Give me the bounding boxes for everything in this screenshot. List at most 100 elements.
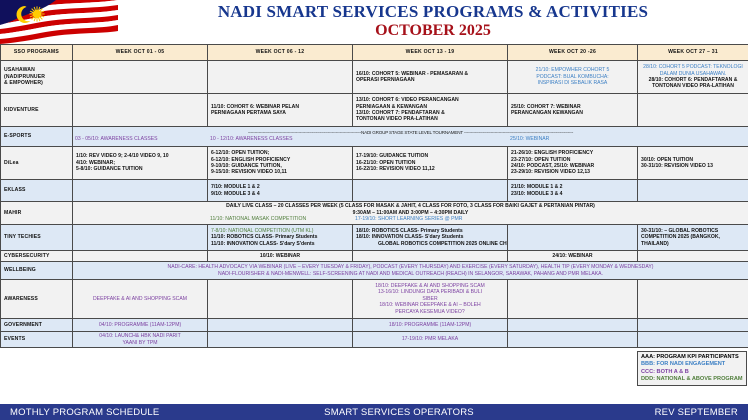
- row-label-line: EVENTS: [4, 336, 26, 343]
- schedule-cell: [637, 93, 748, 127]
- cell-line: 30-31/10: REVISION VIDEO 13: [641, 163, 713, 169]
- column-header-5: WEEK OCT 27 – 31: [637, 44, 748, 61]
- cell-line: 30-31/10: – GLOBAL ROBOTICS: [641, 227, 719, 234]
- table-row: EVENTS 04/10: LAUNCH& HBK NADI PARIT YAANI…: [0, 331, 748, 348]
- cell-line: 04/10: PROGRAMME (11AM-12PM): [98, 321, 182, 328]
- schedule-cell: 04/10: PROGRAMME (11AM-12PM): [72, 318, 208, 332]
- footer-left-label: MOTHLY PROGRAM SCHEDULE: [10, 406, 160, 418]
- cell-line: DEEPFAKE & AI AND SHOPPING SCAM: [93, 295, 187, 302]
- schedule-cell: 21/10: EMPOWHER COHORT 5 PODCAST: BUAL KO…: [507, 60, 638, 94]
- row-label-mahir: MAHIR: [0, 201, 73, 225]
- schedule-cell: [637, 179, 748, 202]
- column-header-1: WEEK OCT 01 - 05: [72, 44, 208, 61]
- cell-line: ----------------------------------------…: [247, 129, 574, 135]
- schedule-cell: [637, 331, 748, 348]
- schedule-cell: 17-19/10: PMR MELAKA: [352, 331, 508, 348]
- cell-line: 16-21/10: OPEN TUITION: [356, 159, 416, 166]
- schedule-cell: DEEPFAKE & AI AND SHOPPING SCAM: [72, 279, 208, 319]
- cell-line: 18/10: WEBINAR DEEPFAKE & AI – BOLEH: [379, 302, 481, 309]
- schedule-cell: [72, 93, 208, 127]
- cell-line: 10/10: WEBINAR: [259, 252, 301, 259]
- cell-line: 18/10: INNOVATION CLASS- S'dary Students: [356, 234, 464, 241]
- cell-line: 7-8/10: NATIONAL COMPETITION (UTM KL): [211, 227, 314, 234]
- table-row: USAHAWAN (NADIPRUNUER & EMPOWHER) 16/10: CO…: [0, 60, 748, 94]
- schedule-table: SSO PROGRAMS WEEK OCT 01 - 05 WEEK OCT 06 …: [0, 44, 748, 348]
- schedule-cell: [352, 179, 508, 202]
- row-label-eklass: EKLASS: [0, 179, 73, 202]
- row-label-events: EVENTS: [0, 331, 73, 348]
- cell-line: 11/10: ROBOTICS CLASS- Primary Students: [211, 234, 318, 241]
- schedule-cell: 21/10: MODULE 1 & 2 23/10: MODULE 3 & 4: [507, 179, 638, 202]
- table-row: WELLBEING NADI-CARE: HEALTH ADVOCACY VIA …: [0, 261, 748, 280]
- column-header-2: WEEK OCT 06 - 12: [207, 44, 353, 61]
- table-row: DiLea 1/10: REV VIDEO 9; 2-4/10 VIDEO 9, …: [0, 146, 748, 180]
- cell-line: 24/10: PODCAST, 25/10: WEBINAR: [511, 163, 595, 169]
- header-titles: NADI SMART SERVICES PROGRAMS & ACTIVITIE…: [118, 0, 748, 40]
- schedule-cell: 7-8/10: NATIONAL COMPETITION (UTM KL) 11/…: [207, 224, 353, 251]
- table-row: GOVERNMENT 04/10: PROGRAMME (11AM-12PM) 18…: [0, 318, 748, 332]
- cell-line: 18/10: DEEPFAKE & AI AND SHOPPING SCAM: [375, 282, 485, 289]
- schedule-cell: 25/10: COHORT 7: WEBINAR PERANCANGAN KEWA…: [507, 93, 638, 127]
- row-label-line: CYBERSECURITY: [4, 252, 50, 259]
- column-header-4: WEEK OCT 20 -26: [507, 44, 638, 61]
- cell-line: PERNIAGAAN PERTAMA SAYA: [211, 110, 286, 116]
- schedule-cell: [352, 250, 508, 262]
- cell-line: 23-27/10: OPEN TUITION: [511, 156, 571, 163]
- row-label-tiny-techies: TINY TECHIES: [0, 224, 73, 251]
- merged-cell: ----------------------------------------…: [72, 126, 748, 147]
- row-label-line: E-SPORTS: [4, 133, 32, 140]
- table-row: EKLASS 7/10: MODULE 1 & 2 9/10: MODULE 3 &…: [0, 179, 748, 202]
- page-subtitle: OCTOBER 2025: [375, 22, 491, 39]
- legend-item-3: DDD: NATIONAL & ABOVE PROGRAM: [641, 375, 743, 382]
- row-label-government: GOVERNMENT: [0, 318, 73, 332]
- cell-line: 23-29/10: REVISION VIDEO 12,13: [511, 169, 590, 176]
- cell-line: 13-16/10: LINDUNGI DATA PERIBADI & BULI: [378, 289, 482, 296]
- cell-line: SIBER: [422, 295, 438, 302]
- cell-line: PERCAYA KESEMUA VIDEO?: [395, 308, 465, 315]
- schedule-cell: 04/10: LAUNCH& HBK NADI PARIT YAANI BY TP…: [72, 331, 208, 348]
- schedule-cell: 10/10: WEBINAR: [207, 250, 353, 262]
- row-label-line: DiLea: [4, 159, 19, 166]
- schedule-cell: 24/10: WEBINAR: [507, 250, 638, 262]
- cell-line: 28/10: COHORT 5 PODCAST: TEKNOLOGI: [643, 64, 743, 71]
- cell-line: 9-10/10: GUIDANCE TUITION,: [211, 163, 282, 169]
- table-row: TINY TECHIES 7-8/10: NATIONAL COMPETITION…: [0, 224, 748, 251]
- table-row: KIDVENTURE 11/10: COHORT 6: WEBINAR PELAN…: [0, 93, 748, 127]
- table-row: AWARENESS DEEPFAKE & AI AND SHOPPING SCAM…: [0, 279, 748, 319]
- cell-line: DAILY LIVE CLASS – 20 CLASSES PER WEEK (…: [226, 203, 595, 210]
- schedule-cell: 18/10: PROGRAMME (11AM-12PM): [352, 318, 508, 332]
- schedule-cell: [207, 318, 353, 332]
- schedule-cell: 28/10: COHORT 5 PODCAST: TEKNOLOGI DALAM …: [637, 60, 748, 94]
- schedule-cell: [637, 318, 748, 332]
- merged-cell: NADI-CARE: HEALTH ADVOCACY VIA WEBINAR (…: [72, 261, 748, 280]
- schedule-cell: 18/10: ROBOTICS CLASS- Primary Students 1…: [352, 224, 508, 251]
- schedule-cell: [637, 279, 748, 319]
- cell-line: OPERASI PERNIAGAAN: [356, 77, 415, 83]
- cell-line: 04/10: LAUNCH& HBK NADI PARIT: [99, 333, 181, 340]
- schedule-cell: 30-31/10: – GLOBAL ROBOTICS COMPETITION 2…: [637, 224, 748, 251]
- schedule-cell: 7/10: MODULE 1 & 2 9/10: MODULE 3 & 4: [207, 179, 353, 202]
- cell-line: 21/10: MODULE 1 & 2: [511, 184, 563, 191]
- schedule-cell: 1/10: REV VIDEO 9; 2-4/10 VIDEO 9, 10 4/1…: [72, 146, 208, 180]
- schedule-cell: 17-19/10: GUIDANCE TUITION 16-21/10: OPEN…: [352, 146, 508, 180]
- row-label-kidventure: KIDVENTURE: [0, 93, 73, 127]
- row-label-line: MAHIR: [4, 209, 22, 216]
- cell-line: 13/10: COHORT 6: VIDEO PERANCANGAN: [356, 97, 459, 104]
- schedule-cell: 13/10: COHORT 6: VIDEO PERANCANGAN PERNIA…: [352, 93, 508, 127]
- schedule-cell: [207, 279, 353, 319]
- row-label-dilea: DiLea: [0, 146, 73, 180]
- cell-line: 6-12/10: OPEN TUITION;: [211, 150, 270, 157]
- cell-line: INSPIRASI DI SEBALIK RASA: [537, 80, 608, 87]
- legend-item-1: BBB: FOR NADI ENGAGEMENT: [641, 361, 726, 368]
- cell-line: NADI-CARE: HEALTH ADVOCACY VIA WEBINAR (…: [167, 264, 654, 271]
- cell-line: PERANCANGAN KEWANGAN: [511, 110, 583, 116]
- schedule-cell: [72, 224, 208, 251]
- row-label-wellbeing: WELLBEING: [0, 261, 73, 280]
- schedule-cell: [207, 331, 353, 348]
- legend-item-0: AAA: PROGRAM KPI PARTICIPANTS: [641, 354, 739, 361]
- schedule-cell: [72, 60, 208, 94]
- schedule-cell: 16/10: COHORT 5: WEBINAR - PEMASARAN & OP…: [352, 60, 508, 94]
- row-label-line: GOVERNMENT: [4, 321, 43, 328]
- cell-line: 24/10: WEBINAR: [552, 252, 593, 259]
- cell-line: NADI-FLOURISHER & NADI-MENWELL: SELF-SCR…: [218, 270, 603, 277]
